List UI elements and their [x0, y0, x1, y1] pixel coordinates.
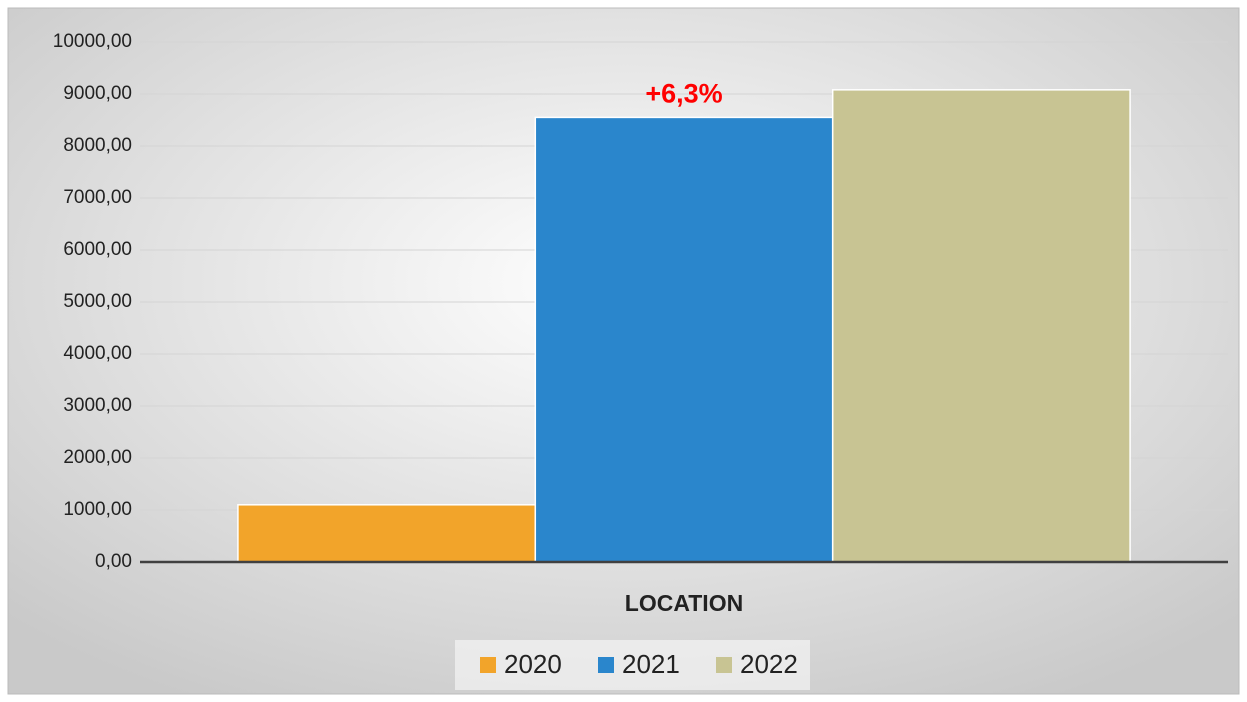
x-tick-label: LOCATION	[625, 590, 743, 616]
y-tick-label: 0,00	[95, 551, 132, 572]
y-tick-label: 9000,00	[63, 83, 132, 104]
bar	[534, 116, 834, 563]
y-tick-label: 7000,00	[63, 187, 132, 208]
bar	[237, 504, 537, 563]
legend-background	[455, 640, 810, 690]
y-tick-label: 1000,00	[63, 499, 132, 520]
legend-label: 2020	[504, 649, 562, 679]
bar	[831, 89, 1131, 563]
legend-swatch	[598, 657, 614, 673]
y-tick-label: 5000,00	[63, 291, 132, 312]
legend-label: 2021	[622, 649, 680, 679]
y-tick-label: 6000,00	[63, 239, 132, 260]
legend-swatch	[480, 657, 496, 673]
y-tick-label: 3000,00	[63, 395, 132, 416]
legend-swatch	[716, 657, 732, 673]
legend-label: 2022	[740, 649, 798, 679]
y-tick-label: 4000,00	[63, 343, 132, 364]
y-tick-label: 8000,00	[63, 135, 132, 156]
annotation: +6,3%	[645, 79, 722, 109]
y-tick-label: 10000,00	[53, 31, 132, 52]
y-tick-label: 2000,00	[63, 447, 132, 468]
